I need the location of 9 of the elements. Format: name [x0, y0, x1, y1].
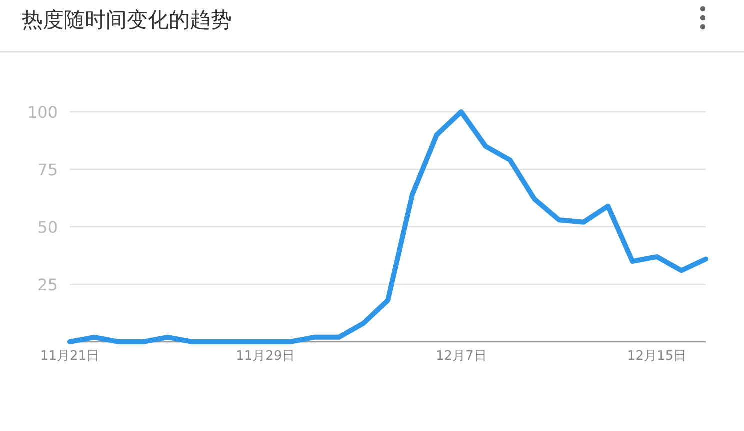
y-tick-label: 50 [38, 218, 58, 237]
x-tick-label: 11月29日 [236, 349, 296, 364]
x-tick-label: 12月15日 [628, 349, 687, 364]
y-tick-label: 100 [27, 103, 58, 122]
x-tick-label: 11月21日 [40, 349, 100, 364]
chart-title: 热度随时间变化的趋势 [22, 8, 232, 32]
x-tick-label: 12月7日 [436, 349, 487, 364]
y-tick-label: 25 [38, 276, 58, 294]
y-tick-label: 75 [38, 160, 58, 180]
